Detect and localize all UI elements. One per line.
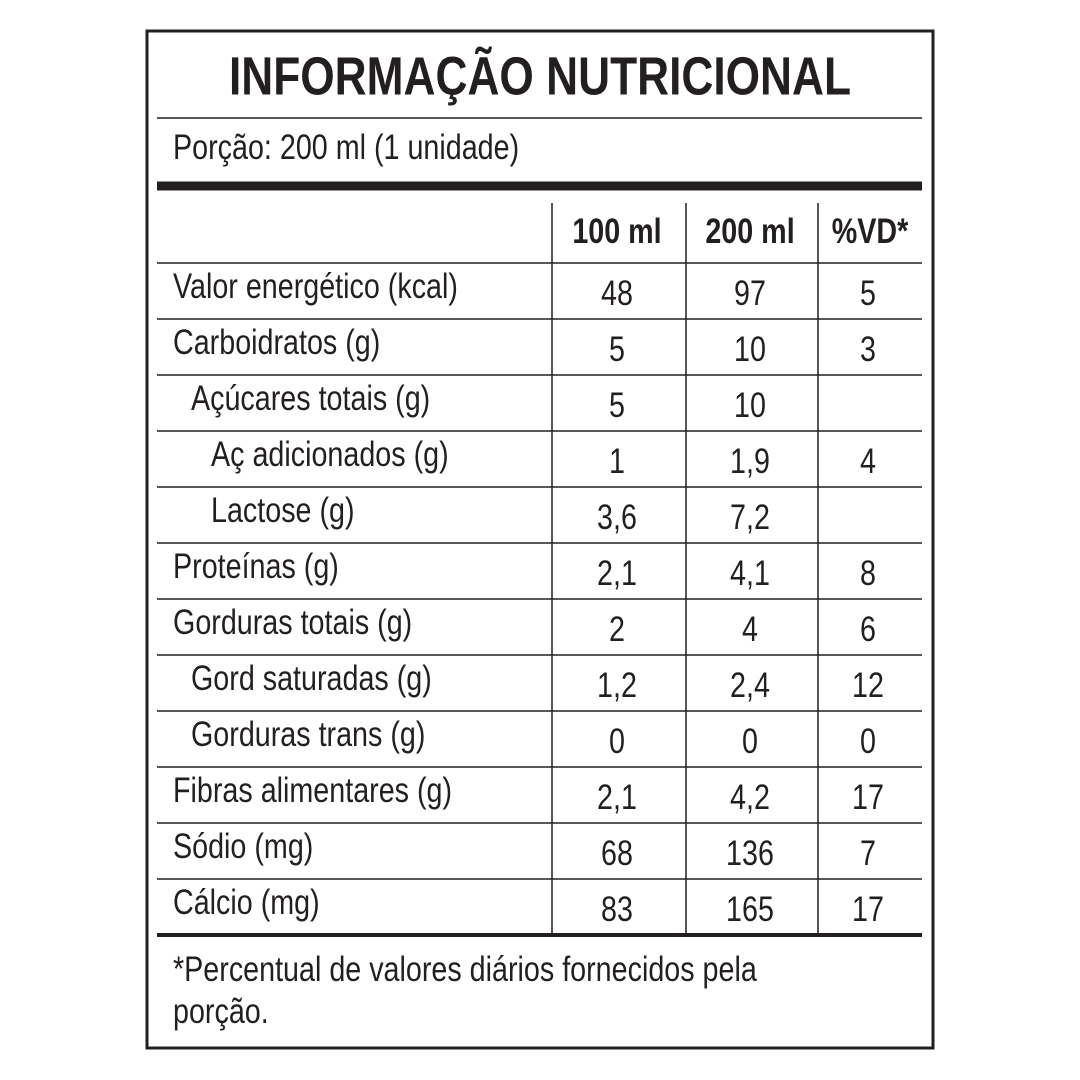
row-label: Valor energético (kcal) <box>173 267 458 306</box>
cell-value: 3 <box>860 330 876 369</box>
cell-value: 0 <box>742 722 758 761</box>
cell-value: 48 <box>601 274 633 313</box>
cell-value: 7,2 <box>730 498 770 537</box>
cell-value: 2,1 <box>597 554 637 593</box>
cell-value: 0 <box>860 722 876 761</box>
cell-value: 1,9 <box>730 442 770 481</box>
portion: Porção: 200 ml (1 unidade) <box>173 128 519 167</box>
cell-value: 5 <box>609 330 625 369</box>
cell-value: 5 <box>609 386 625 425</box>
cell-value: 2 <box>609 610 625 649</box>
cell-value: 1 <box>609 442 625 481</box>
cell-value: 4,1 <box>730 554 770 593</box>
row-label: Fibras alimentares (g) <box>173 771 452 810</box>
cell-value: 10 <box>734 330 766 369</box>
cell-value: 6 <box>860 610 876 649</box>
cell-value: 7 <box>860 834 876 873</box>
row-label: Aç adicionados (g) <box>211 435 449 474</box>
cell-value: 2,1 <box>597 778 637 817</box>
row-label: Proteínas (g) <box>173 547 339 586</box>
cell-value: 12 <box>852 666 884 705</box>
footnote: *Percentual de valores diários fornecido… <box>173 950 757 989</box>
cell-value: 5 <box>860 274 876 313</box>
cell-value: 4,2 <box>730 778 770 817</box>
cell-value: 8 <box>860 554 876 593</box>
row-label: Cálcio (mg) <box>173 883 320 922</box>
cell-value: 97 <box>734 274 766 313</box>
cell-value: 2,4 <box>730 666 770 705</box>
cell-value: 136 <box>726 834 774 873</box>
cell-value: 165 <box>726 890 774 929</box>
row-label: Carboidratos (g) <box>173 323 380 362</box>
column-header: %VD* <box>832 212 909 251</box>
cell-value: 0 <box>609 722 625 761</box>
cell-value: 3,6 <box>597 498 637 537</box>
cell-value: 68 <box>601 834 633 873</box>
column-header: 100 ml <box>572 212 661 251</box>
cell-value: 17 <box>852 890 884 929</box>
footnote: porção. <box>173 992 269 1031</box>
row-label: Sódio (mg) <box>173 827 313 866</box>
title: INFORMAÇÃO NUTRICIONAL <box>229 45 851 106</box>
cell-value: 1,2 <box>597 666 637 705</box>
cell-value: 83 <box>601 890 633 929</box>
row-label: Açúcares totais (g) <box>191 379 430 418</box>
cell-value: 10 <box>734 386 766 425</box>
cell-value: 4 <box>860 442 876 481</box>
row-label: Gorduras totais (g) <box>173 603 412 642</box>
cell-value: 4 <box>742 610 758 649</box>
cell-value: 17 <box>852 778 884 817</box>
row-label: Gord saturadas (g) <box>191 659 432 698</box>
row-label: Gorduras trans (g) <box>191 715 425 754</box>
row-label: Lactose (g) <box>211 491 355 530</box>
column-header: 200 ml <box>705 212 794 251</box>
